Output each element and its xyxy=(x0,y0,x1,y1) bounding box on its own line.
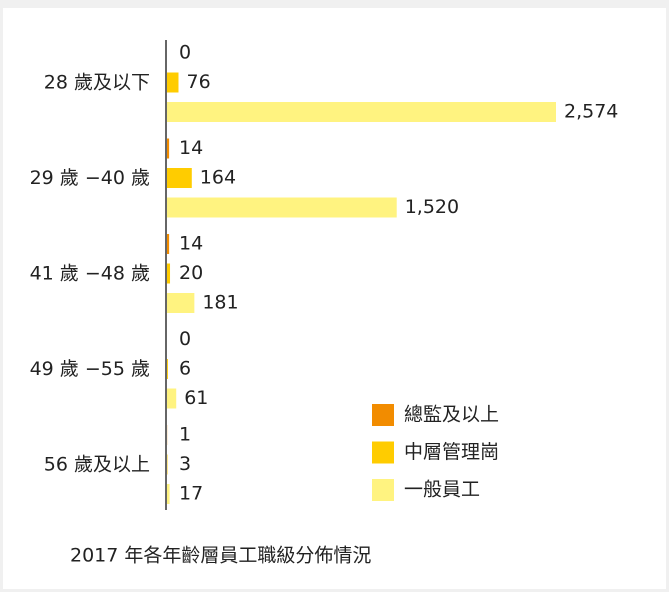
value-label: 0 xyxy=(179,328,191,350)
value-label: 2,574 xyxy=(564,101,618,123)
value-label: 20 xyxy=(179,262,203,284)
bar xyxy=(167,263,171,284)
bar xyxy=(167,359,168,379)
value-label: 1 xyxy=(179,424,191,446)
value-label: 76 xyxy=(186,71,210,93)
value-label: 164 xyxy=(200,167,236,189)
bar xyxy=(167,72,179,93)
value-label: 181 xyxy=(202,292,238,314)
value-label: 14 xyxy=(179,137,203,159)
category-label: 28 歲及以下 xyxy=(44,72,150,94)
legend-swatch xyxy=(372,479,394,501)
bar xyxy=(167,102,556,122)
category-label: 29 歲 −40 歲 xyxy=(30,167,150,189)
bar xyxy=(167,197,397,218)
value-label: 61 xyxy=(184,387,208,409)
value-label: 14 xyxy=(179,233,203,255)
value-label: 3 xyxy=(179,453,191,475)
category-label: 41 歲 −48 歲 xyxy=(30,263,150,285)
legend-swatch xyxy=(372,404,394,426)
panel xyxy=(3,8,666,589)
legend-swatch xyxy=(372,441,394,464)
bar xyxy=(167,168,192,188)
value-label: 1,520 xyxy=(405,196,459,218)
legend-label: 中層管理崗 xyxy=(404,441,499,463)
category-label: 56 歲及以上 xyxy=(44,454,150,476)
legend-label: 一般員工 xyxy=(404,479,480,501)
category-label: 49 歲 −55 歲 xyxy=(30,358,150,380)
bar xyxy=(167,138,170,159)
bar xyxy=(167,234,170,254)
value-label: 0 xyxy=(179,42,191,64)
chart-title: 2017 年各年齡層員工職級分佈情況 xyxy=(70,545,371,567)
value-label: 17 xyxy=(179,483,203,505)
bar xyxy=(167,388,177,409)
bar xyxy=(167,484,170,504)
legend-label: 總監及以上 xyxy=(404,404,499,426)
value-label: 6 xyxy=(179,358,191,380)
bar xyxy=(167,293,195,313)
